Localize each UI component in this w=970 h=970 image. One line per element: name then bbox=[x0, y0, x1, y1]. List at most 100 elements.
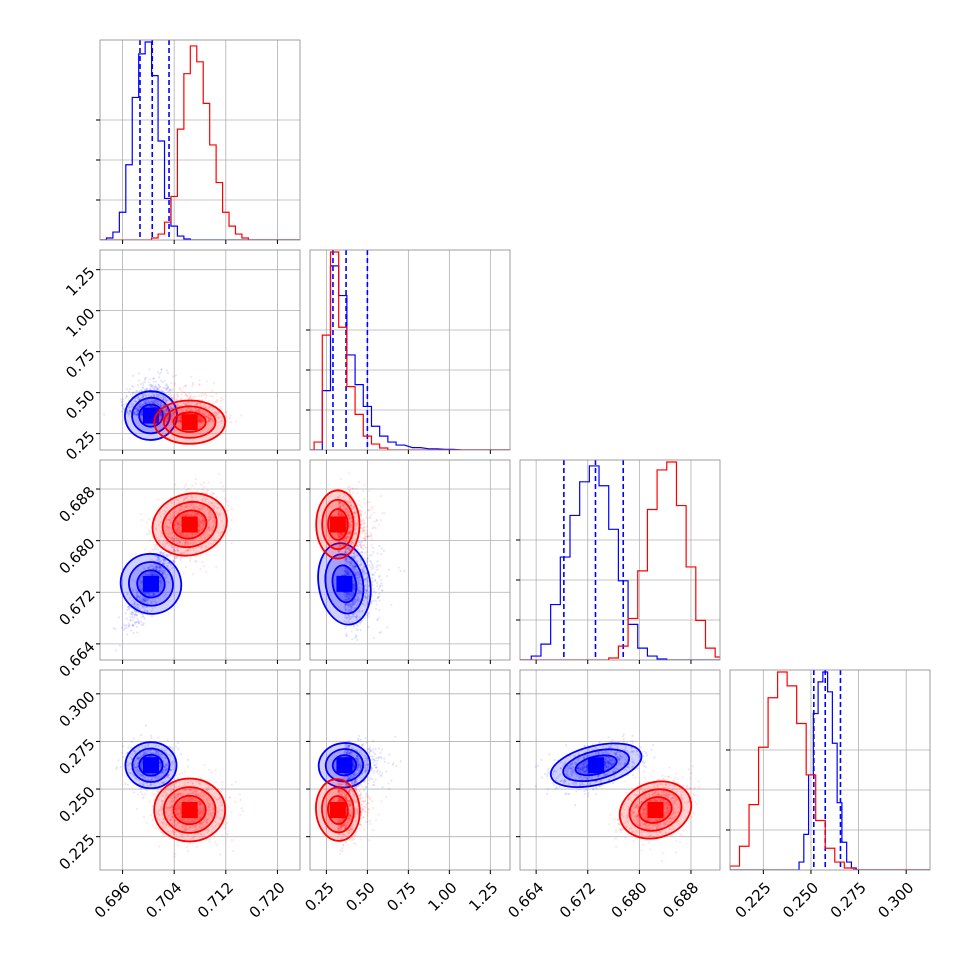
scatter-point bbox=[129, 409, 132, 412]
scatter-point bbox=[209, 394, 212, 397]
hist-series-0 bbox=[100, 41, 300, 240]
scatter-point bbox=[162, 395, 165, 398]
scatter-point bbox=[152, 405, 155, 408]
scatter-point bbox=[204, 411, 207, 415]
scatter-point bbox=[145, 521, 148, 524]
scatter-point bbox=[132, 402, 135, 405]
scatter-point bbox=[127, 625, 131, 628]
scatter-point bbox=[172, 560, 175, 563]
scatter-point bbox=[372, 587, 375, 590]
scatter-point bbox=[166, 407, 169, 410]
scatter-point bbox=[145, 605, 148, 609]
scatter-point bbox=[168, 396, 171, 399]
scatter-point bbox=[218, 473, 221, 476]
scatter-point bbox=[166, 420, 169, 423]
scatter-point bbox=[136, 568, 139, 571]
scatter-point bbox=[157, 388, 161, 392]
scatter-point bbox=[194, 410, 198, 413]
scatter-point bbox=[129, 393, 132, 396]
scatter-point bbox=[201, 413, 204, 416]
scatter-point bbox=[202, 565, 205, 568]
scatter-point bbox=[337, 566, 340, 569]
scatter-point bbox=[156, 387, 159, 390]
scatter-point bbox=[137, 397, 140, 400]
scatter-point bbox=[152, 574, 155, 577]
scatter-point bbox=[172, 548, 176, 551]
scatter-point bbox=[166, 386, 169, 390]
scatter-point bbox=[179, 397, 182, 401]
scatter-point bbox=[155, 393, 159, 396]
scatter-point bbox=[167, 390, 170, 393]
scatter-point bbox=[133, 412, 137, 415]
scatter-point bbox=[120, 410, 123, 413]
scatter-point bbox=[359, 629, 362, 632]
scatter-point bbox=[221, 417, 224, 420]
scatter-point bbox=[372, 546, 375, 549]
scatter-point bbox=[222, 485, 225, 488]
scatter-point bbox=[190, 401, 193, 404]
scatter-point bbox=[160, 569, 163, 572]
scatter-point bbox=[142, 623, 145, 626]
scatter-point bbox=[153, 592, 156, 595]
scatter-point bbox=[363, 544, 366, 547]
scatter-point bbox=[131, 374, 135, 377]
scatter-point bbox=[135, 593, 138, 596]
scatter-point bbox=[163, 412, 166, 415]
scatter-point bbox=[206, 380, 209, 383]
scatter-point bbox=[160, 368, 163, 371]
scatter-point bbox=[137, 595, 141, 598]
scatter-point bbox=[141, 413, 144, 416]
scatter-point bbox=[189, 409, 192, 412]
scatter-point bbox=[154, 572, 157, 575]
scatter-point bbox=[167, 419, 170, 423]
scatter-point bbox=[169, 348, 172, 351]
scatter-point bbox=[155, 401, 158, 404]
scatter-point bbox=[158, 579, 161, 582]
scatter-point bbox=[127, 405, 131, 408]
scatter-point bbox=[137, 408, 140, 412]
scatter-point bbox=[152, 385, 155, 388]
scatter-point bbox=[169, 388, 172, 391]
scatter-point bbox=[159, 371, 162, 374]
scatter-point bbox=[211, 416, 214, 419]
scatter-point bbox=[158, 413, 161, 417]
scatter-point bbox=[175, 418, 179, 421]
scatter-point bbox=[225, 500, 228, 503]
scatter-point bbox=[135, 625, 138, 628]
scatter-point bbox=[166, 399, 169, 402]
scatter-point bbox=[152, 387, 155, 390]
scatter-point bbox=[159, 411, 162, 414]
scatter-point bbox=[203, 406, 207, 409]
scatter-point bbox=[154, 385, 157, 389]
scatter-point bbox=[204, 405, 207, 409]
scatter-point bbox=[168, 414, 171, 418]
scatter-point bbox=[143, 389, 146, 392]
scatter-point bbox=[135, 595, 138, 598]
scatter-point bbox=[151, 400, 154, 403]
scatter-point bbox=[154, 384, 157, 387]
scatter-point bbox=[149, 405, 152, 408]
scatter-point bbox=[185, 403, 188, 406]
scatter-point bbox=[150, 574, 154, 577]
scatter-point bbox=[170, 417, 173, 420]
scatter-point bbox=[201, 560, 204, 564]
scatter-point bbox=[136, 413, 139, 416]
scatter-point bbox=[131, 403, 134, 406]
scatter-point bbox=[163, 569, 166, 572]
scatter-point bbox=[159, 420, 162, 423]
scatter-point bbox=[158, 575, 161, 578]
scatter-point bbox=[180, 538, 183, 541]
scatter-point bbox=[209, 493, 212, 496]
scatter-point bbox=[159, 581, 163, 584]
scatter-point bbox=[119, 398, 123, 401]
scatter-point bbox=[125, 411, 129, 414]
scatter-point bbox=[157, 565, 160, 569]
scatter-point bbox=[170, 394, 173, 397]
scatter-point bbox=[125, 617, 128, 620]
scatter-point bbox=[198, 416, 201, 419]
scatter-point bbox=[157, 539, 161, 542]
scatter-point bbox=[361, 551, 364, 554]
scatter-point bbox=[120, 626, 123, 629]
scatter-point bbox=[162, 390, 165, 393]
scatter-point bbox=[137, 390, 141, 394]
